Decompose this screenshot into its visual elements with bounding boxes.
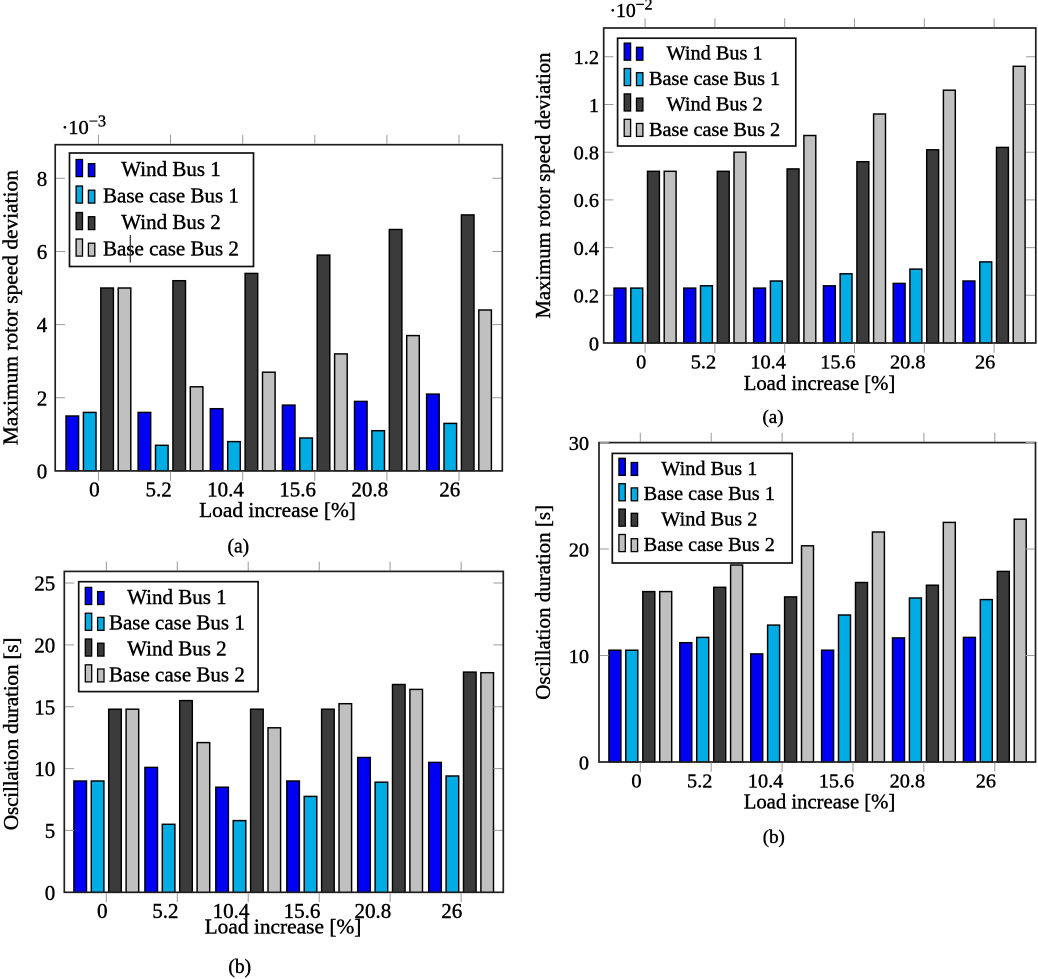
svg-text:Base case Bus 2: Base case Bus 2 <box>649 119 780 141</box>
svg-text:Base case Bus 1: Base case Bus 1 <box>109 611 245 635</box>
svg-text:10.4: 10.4 <box>213 899 250 923</box>
svg-text:Load increase [%]: Load increase [%] <box>199 498 356 522</box>
svg-text:10.4: 10.4 <box>750 352 786 374</box>
svg-text:20.8: 20.8 <box>890 771 926 793</box>
svg-text:5: 5 <box>45 819 56 843</box>
svg-text:5.2: 5.2 <box>687 771 712 793</box>
svg-text:Wind Bus 1: Wind Bus 1 <box>121 157 221 181</box>
svg-text:Maximum rotor speed deviation: Maximum rotor speed deviation <box>533 52 555 319</box>
svg-text:20.8: 20.8 <box>355 899 392 923</box>
svg-text:Wind Bus 1: Wind Bus 1 <box>661 458 757 480</box>
svg-text:Base case Bus 2: Base case Bus 2 <box>644 534 775 556</box>
svg-text:26: 26 <box>439 477 460 501</box>
svg-text:0.2: 0.2 <box>574 286 599 308</box>
svg-text:0.8: 0.8 <box>574 143 599 165</box>
svg-text:20: 20 <box>569 539 589 561</box>
svg-text:25: 25 <box>34 572 55 596</box>
svg-text:(b): (b) <box>763 827 785 848</box>
svg-text:1: 1 <box>589 95 599 117</box>
svg-text:Wind Bus 2: Wind Bus 2 <box>667 93 763 115</box>
svg-text:Load increase [%]: Load increase [%] <box>744 373 896 395</box>
svg-text:6: 6 <box>37 240 48 264</box>
svg-text:5.2: 5.2 <box>152 899 178 923</box>
svg-text:Base case Bus 1: Base case Bus 1 <box>103 184 239 208</box>
svg-text:Base case Bus 2: Base case Bus 2 <box>103 237 239 261</box>
svg-text:Oscillation duration [s]: Oscillation duration [s] <box>0 638 23 830</box>
svg-text:Base case Bus 1: Base case Bus 1 <box>644 483 775 505</box>
svg-text:2: 2 <box>37 386 48 410</box>
svg-text:0: 0 <box>97 899 108 923</box>
svg-text:(a): (a) <box>763 407 784 428</box>
svg-text:·10−2: ·10−2 <box>610 0 653 22</box>
svg-text:15.6: 15.6 <box>284 899 321 923</box>
svg-text:8: 8 <box>37 167 48 191</box>
svg-text:(a): (a) <box>227 537 249 558</box>
svg-text:0: 0 <box>45 881 56 905</box>
svg-text:Wind Bus 2: Wind Bus 2 <box>661 509 757 531</box>
svg-text:0: 0 <box>631 771 641 793</box>
svg-text:0.4: 0.4 <box>574 238 599 260</box>
svg-text:Oscillation duration [s]: Oscillation duration [s] <box>531 505 555 700</box>
svg-text:5.2: 5.2 <box>691 352 716 374</box>
svg-text:·10−3: ·10−3 <box>62 112 107 140</box>
svg-text:15.6: 15.6 <box>279 477 316 501</box>
svg-text:1.2: 1.2 <box>574 47 599 69</box>
svg-text:Wind Bus 2: Wind Bus 2 <box>121 210 221 234</box>
svg-text:Maximum rotor speed deviation: Maximum rotor speed deviation <box>0 170 23 445</box>
svg-text:26: 26 <box>975 352 995 374</box>
svg-text:10: 10 <box>34 757 55 781</box>
svg-text:0: 0 <box>37 459 48 483</box>
svg-text:(b): (b) <box>228 957 251 978</box>
svg-text:Base case Bus 1: Base case Bus 1 <box>649 68 780 90</box>
svg-text:0: 0 <box>636 352 646 374</box>
svg-text:Wind Bus 1: Wind Bus 1 <box>667 43 763 65</box>
svg-text:15: 15 <box>34 695 55 719</box>
svg-text:30: 30 <box>569 433 589 455</box>
svg-text:0.6: 0.6 <box>574 190 599 212</box>
svg-text:Load increase [%]: Load increase [%] <box>205 915 362 939</box>
svg-text:20.8: 20.8 <box>351 477 388 501</box>
svg-text:15.6: 15.6 <box>820 352 856 374</box>
svg-text:Wind Bus 1: Wind Bus 1 <box>127 585 227 609</box>
svg-text:15.6: 15.6 <box>819 771 855 793</box>
svg-text:10: 10 <box>569 646 589 668</box>
svg-text:20: 20 <box>34 633 55 657</box>
svg-text:0: 0 <box>589 333 599 355</box>
svg-text:4: 4 <box>37 313 48 337</box>
svg-text:26: 26 <box>976 771 996 793</box>
svg-text:26: 26 <box>441 899 462 923</box>
svg-text:5.2: 5.2 <box>145 477 171 501</box>
svg-text:10.4: 10.4 <box>207 477 244 501</box>
svg-text:20.8: 20.8 <box>890 352 926 374</box>
svg-text:0: 0 <box>89 477 100 501</box>
svg-text:0: 0 <box>579 752 589 774</box>
svg-text:10.4: 10.4 <box>748 771 784 793</box>
svg-text:Base case Bus 2: Base case Bus 2 <box>109 662 245 686</box>
svg-text:Wind Bus 2: Wind Bus 2 <box>127 637 227 661</box>
svg-text:Load increase [%]: Load increase [%] <box>744 792 896 814</box>
